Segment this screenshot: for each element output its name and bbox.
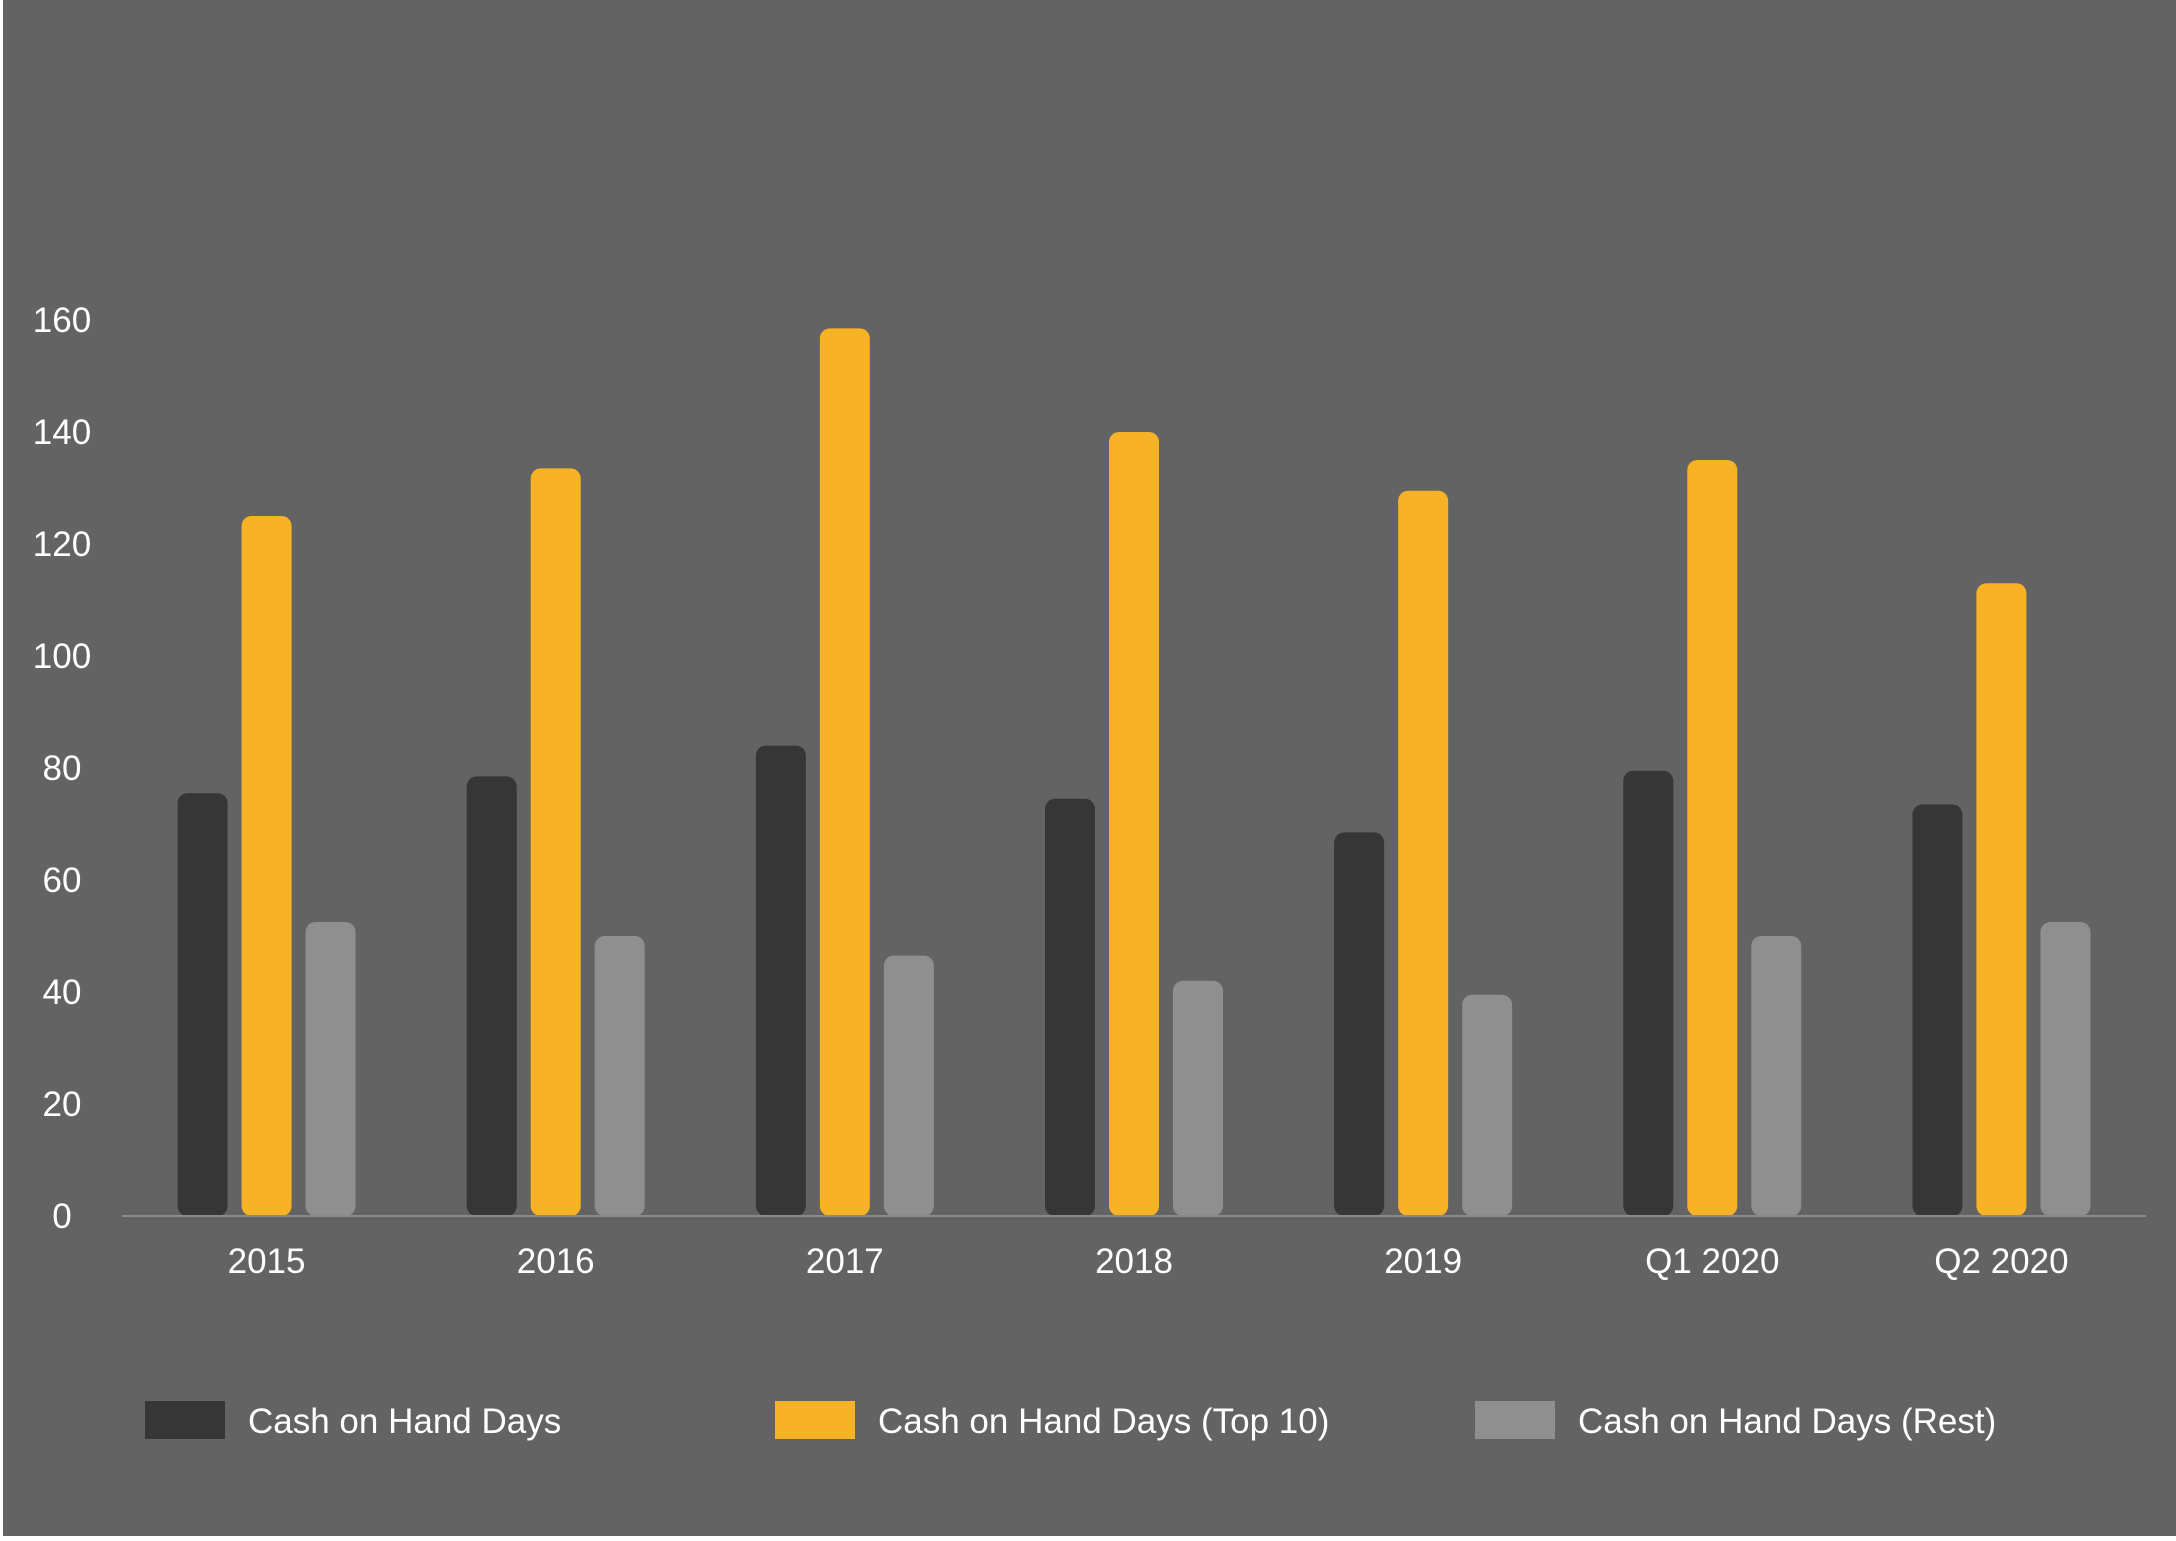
bar-3 bbox=[883, 955, 934, 1216]
bars-group bbox=[177, 328, 2091, 1216]
bar-2 bbox=[1687, 460, 1738, 1216]
legend-swatch bbox=[1475, 1401, 1555, 1439]
legend: Cash on Hand Days Cash on Hand Days (Top … bbox=[145, 1401, 1996, 1441]
legend-swatch bbox=[145, 1401, 225, 1439]
bar-3 bbox=[305, 922, 356, 1216]
y-axis: 0 20 40 60 80 100 120 140 160 bbox=[33, 301, 91, 1236]
x-tick-label: 2015 bbox=[228, 1242, 306, 1281]
bar-3 bbox=[1462, 994, 1513, 1216]
bar-2 bbox=[1976, 583, 2027, 1216]
legend-swatch bbox=[775, 1401, 855, 1439]
x-tick-label: 2019 bbox=[1384, 1242, 1462, 1281]
bar-3 bbox=[1751, 936, 1802, 1216]
legend-label: Cash on Hand Days (Rest) bbox=[1578, 1402, 1996, 1441]
y-tick-label: 160 bbox=[33, 301, 91, 340]
bar-2 bbox=[1398, 490, 1449, 1216]
y-tick-label: 40 bbox=[43, 973, 82, 1012]
bar-3 bbox=[2040, 922, 2091, 1216]
bar-1 bbox=[1912, 804, 1963, 1216]
chart-background bbox=[3, 0, 2176, 1536]
bar-2 bbox=[241, 516, 292, 1216]
x-tick-label: 2018 bbox=[1095, 1242, 1173, 1281]
bar-1 bbox=[466, 776, 517, 1216]
y-tick-label: 140 bbox=[33, 413, 91, 452]
bar-3 bbox=[1173, 980, 1223, 1216]
x-tick-label: 2017 bbox=[806, 1242, 884, 1281]
y-tick-label: 120 bbox=[33, 525, 91, 564]
bar-2 bbox=[819, 328, 870, 1216]
bar-1 bbox=[1623, 770, 1674, 1216]
legend-label: Cash on Hand Days bbox=[248, 1402, 561, 1441]
bar-3 bbox=[594, 936, 645, 1216]
x-axis: 2015 2016 2017 2018 2019 Q1 2020 Q2 2020 bbox=[228, 1242, 2069, 1281]
bar-2 bbox=[1109, 432, 1159, 1216]
bar-1 bbox=[1045, 798, 1095, 1216]
y-tick-label: 20 bbox=[43, 1085, 82, 1124]
bar-2 bbox=[530, 468, 581, 1216]
x-tick-label: Q1 2020 bbox=[1645, 1242, 1779, 1281]
y-tick-label: 0 bbox=[52, 1197, 71, 1236]
bar-1 bbox=[177, 793, 228, 1216]
x-tick-label: Q2 2020 bbox=[1934, 1242, 2068, 1281]
legend-label: Cash on Hand Days (Top 10) bbox=[878, 1402, 1329, 1441]
y-tick-label: 60 bbox=[43, 861, 82, 900]
y-tick-label: 80 bbox=[43, 749, 82, 788]
bar-1 bbox=[755, 745, 806, 1216]
x-tick-label: 2016 bbox=[517, 1242, 595, 1281]
y-tick-label: 100 bbox=[33, 637, 91, 676]
bar-1 bbox=[1334, 832, 1385, 1216]
